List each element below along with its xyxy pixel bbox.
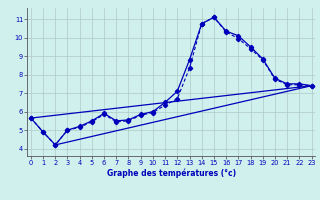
X-axis label: Graphe des températures (°c): Graphe des températures (°c)	[107, 169, 236, 178]
